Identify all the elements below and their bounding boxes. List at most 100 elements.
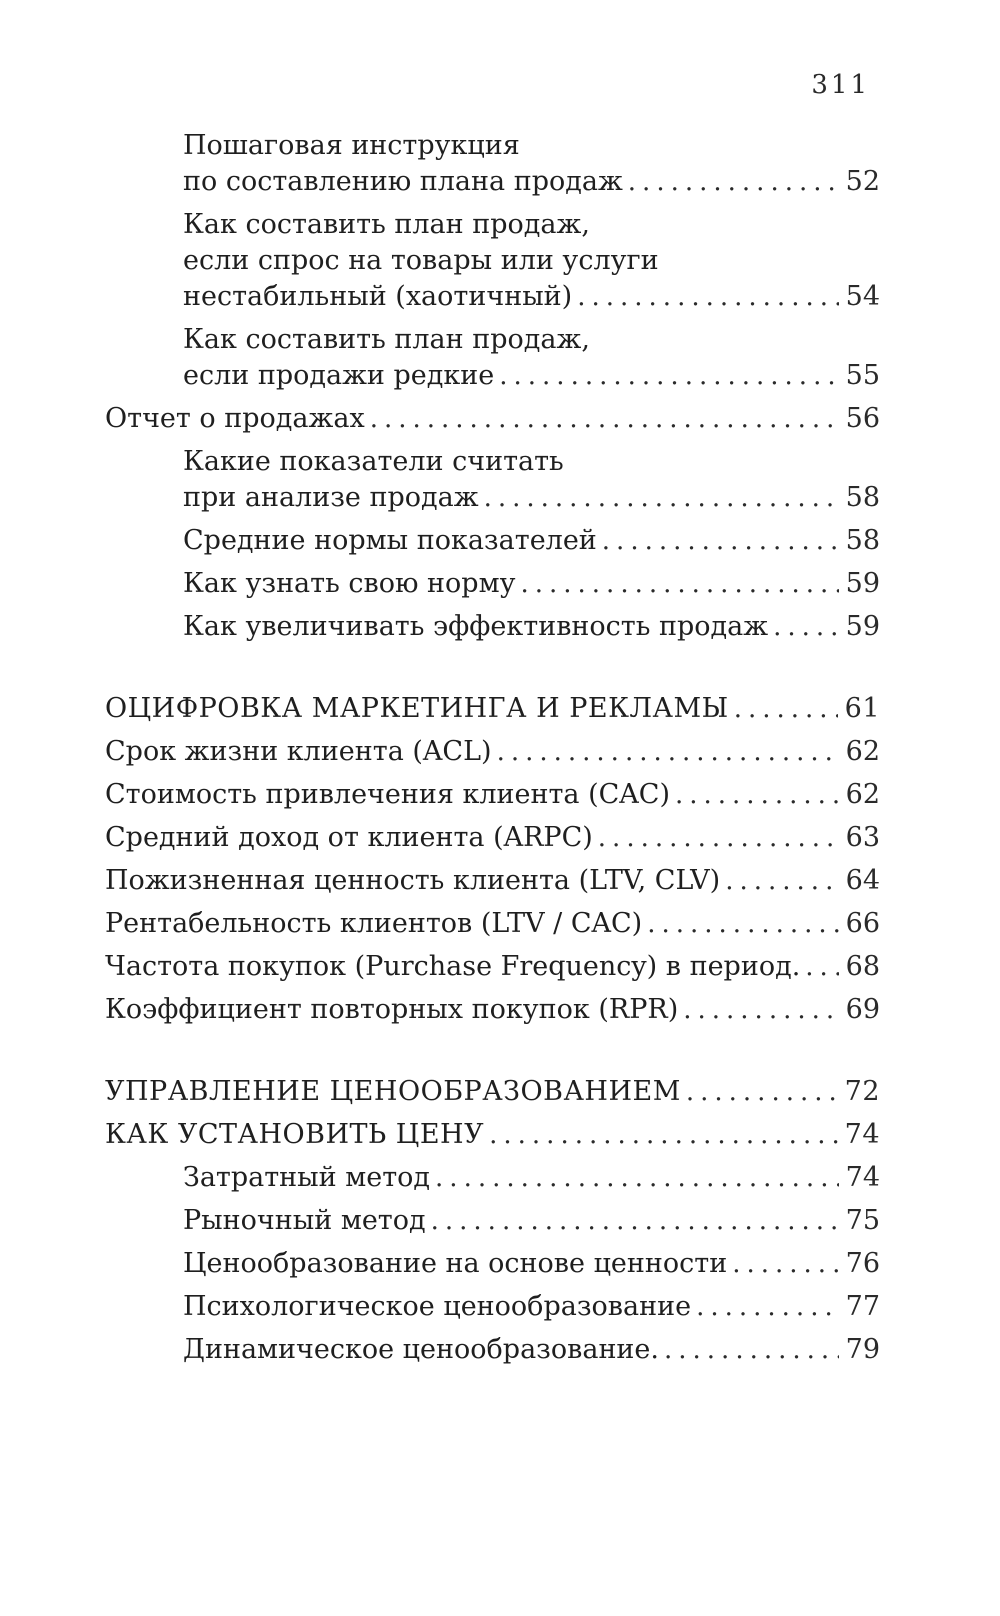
dot-leader [681, 1074, 838, 1110]
toc-entry: Затратный метод 74 [183, 1160, 880, 1196]
toc-page-number: 76 [845, 1248, 880, 1279]
toc-section-entry: УПРАВЛЕНИЕ ЦЕНООБРАЗОВАНИЕМ 72 [105, 1074, 880, 1110]
toc-entry-line: Как составить план продаж, [183, 322, 880, 358]
toc-entry-line: Срок жизни клиента (ACL) 62 [105, 734, 880, 770]
toc-entry: Коэффициент повторных покупок (RPR) 69 [105, 992, 880, 1028]
toc-entry-title: если спрос на товары или услуги [183, 245, 659, 276]
toc-page-number: 74 [844, 1119, 880, 1150]
toc-page-number: 56 [845, 403, 880, 434]
toc-entry-title: Коэффициент повторных покупок (RPR) [105, 994, 679, 1025]
toc-entry-title: если продажи редкие [183, 360, 495, 391]
toc-entry-line: КАК УСТАНОВИТЬ ЦЕНУ 74 [105, 1117, 880, 1153]
toc-page-number: 61 [844, 693, 880, 724]
toc-entry-line: если продажи редкие 55 [183, 358, 880, 394]
toc-page-number: 68 [845, 951, 880, 982]
toc-entry-line: Какие показатели считать [183, 444, 880, 480]
toc-entry-line: Рентабельность клиентов (LTV / CAC) 66 [105, 906, 880, 942]
toc-entry-line: Отчет о продажах 56 [105, 401, 880, 437]
dot-leader [727, 1246, 838, 1282]
toc-entry-line: Пожизненная ценность клиента (LTV, CLV) 6… [105, 863, 880, 899]
toc-entry-line: Как увеличивать эффективность продаж 59 [183, 609, 880, 645]
toc-entry: Срок жизни клиента (ACL) 62 [105, 734, 880, 770]
dot-leader [642, 906, 838, 942]
toc-entry-title: Рыночный метод [183, 1205, 426, 1236]
toc-entry-line: Затратный метод 74 [183, 1160, 880, 1196]
toc-entry-line: Стоимость привлечения клиента (CAC) 62 [105, 777, 880, 813]
toc-entry-line: Как узнать свою норму 59 [183, 566, 880, 602]
toc-entry-line: Средние нормы показателей 58 [183, 523, 880, 559]
toc-page-number: 58 [845, 482, 880, 513]
toc-entry-line: Динамическое ценообразование. 79 [183, 1332, 880, 1368]
toc-entry-title: УПРАВЛЕНИЕ ЦЕНООБРАЗОВАНИЕМ [105, 1076, 681, 1107]
toc-entry: Как составить план продаж, если спрос на … [183, 207, 880, 315]
dot-leader [365, 401, 839, 437]
toc-page-number: 72 [844, 1076, 880, 1107]
toc-entry: Как узнать свою норму 59 [183, 566, 880, 602]
toc-entry: Как увеличивать эффективность продаж 59 [183, 609, 880, 645]
dot-leader [479, 480, 839, 516]
dot-leader [623, 164, 839, 200]
toc-entry: Динамическое ценообразование. 79 [183, 1332, 880, 1368]
toc-entry-title: нестабильный (хаотичный) [183, 281, 573, 312]
toc-entry-title: по составлению плана продаж [183, 166, 623, 197]
toc-entry-line: Как составить план продаж, [183, 207, 880, 243]
toc-entry: Отчет о продажах 56 [105, 401, 880, 437]
toc-entry-line: при анализе продаж 58 [183, 480, 880, 516]
dot-leader [426, 1203, 839, 1239]
dot-leader [484, 1117, 838, 1153]
toc-entry-title: Затратный метод [183, 1162, 431, 1193]
toc-entry: Стоимость привлечения клиента (CAC) 62 [105, 777, 880, 813]
dot-leader [720, 863, 838, 899]
toc-entry-title: Частота покупок (Purchase Frequency) в п… [105, 951, 801, 982]
dot-leader [670, 777, 839, 813]
toc-entry-title: Динамическое ценообразование. [183, 1334, 659, 1365]
toc-entry-line: по составлению плана продаж 52 [183, 164, 880, 200]
toc-entry-title: Как узнать свою норму [183, 568, 516, 599]
toc-entry-line: нестабильный (хаотичный) 54 [183, 279, 880, 315]
toc-entry: Средние нормы показателей 58 [183, 523, 880, 559]
toc-entry-title: Пожизненная ценность клиента (LTV, CLV) [105, 865, 721, 896]
toc-entry-title: Психологическое ценообразование [183, 1291, 692, 1322]
toc-entry-title: Средний доход от клиента (ARPC) [105, 822, 593, 853]
toc-entry-line: ОЦИФРОВКА МАРКЕТИНГА И РЕКЛАМЫ 61 [105, 691, 880, 727]
toc-list: Пошаговая инструкция по составлению плана… [105, 128, 880, 1375]
dot-leader [729, 691, 838, 727]
dot-leader [572, 279, 838, 315]
toc-entry-line: Коэффициент повторных покупок (RPR) 69 [105, 992, 880, 1028]
toc-entry-title: Отчет о продажах [105, 403, 365, 434]
toc-section-entry: ОЦИФРОВКА МАРКЕТИНГА И РЕКЛАМЫ 61 [105, 691, 880, 727]
dot-leader [430, 1160, 839, 1196]
dot-leader [678, 992, 838, 1028]
toc-entry-line: Частота покупок (Purchase Frequency) в п… [105, 949, 880, 985]
toc-entry: Пожизненная ценность клиента (LTV, CLV) 6… [105, 863, 880, 899]
page-number-header: 311 [811, 70, 870, 100]
dot-leader [659, 1332, 839, 1368]
toc-entry: Средний доход от клиента (ARPC) 63 [105, 820, 880, 856]
toc-entry: Какие показатели считать при анализе прод… [183, 444, 880, 516]
toc-page-number: 64 [845, 865, 880, 896]
toc-entry-title: Стоимость привлечения клиента (CAC) [105, 779, 670, 810]
toc-page-number: 59 [845, 611, 880, 642]
toc-page-number: 63 [845, 822, 880, 853]
toc-entry-title: КАК УСТАНОВИТЬ ЦЕНУ [105, 1119, 485, 1150]
toc-page-number: 58 [845, 525, 880, 556]
toc-entry-line: УПРАВЛЕНИЕ ЦЕНООБРАЗОВАНИЕМ 72 [105, 1074, 880, 1110]
toc-entry-line: если спрос на товары или услуги [183, 243, 880, 279]
toc-entry-title: Срок жизни клиента (ACL) [105, 736, 492, 767]
dot-leader [800, 949, 838, 985]
toc-entry: Как составить план продаж, если продажи р… [183, 322, 880, 394]
dot-leader [492, 734, 839, 770]
toc-entry-line: Средний доход от клиента (ARPC) 63 [105, 820, 880, 856]
toc-page-number: 75 [845, 1205, 880, 1236]
toc-entry-line: Ценообразование на основе ценности 76 [183, 1246, 880, 1282]
toc-entry-line: Психологическое ценообразование 77 [183, 1289, 880, 1325]
toc-entry-title: Как составить план продаж, [183, 324, 590, 355]
dot-leader [691, 1289, 839, 1325]
toc-entry-line: Пошаговая инструкция [183, 128, 880, 164]
toc-entry-title: Какие показатели считать [183, 446, 564, 477]
dot-leader [593, 820, 839, 856]
toc-entry-title: Как составить план продаж, [183, 209, 590, 240]
toc-entry: Рыночный метод 75 [183, 1203, 880, 1239]
toc-page-number: 55 [845, 360, 880, 391]
